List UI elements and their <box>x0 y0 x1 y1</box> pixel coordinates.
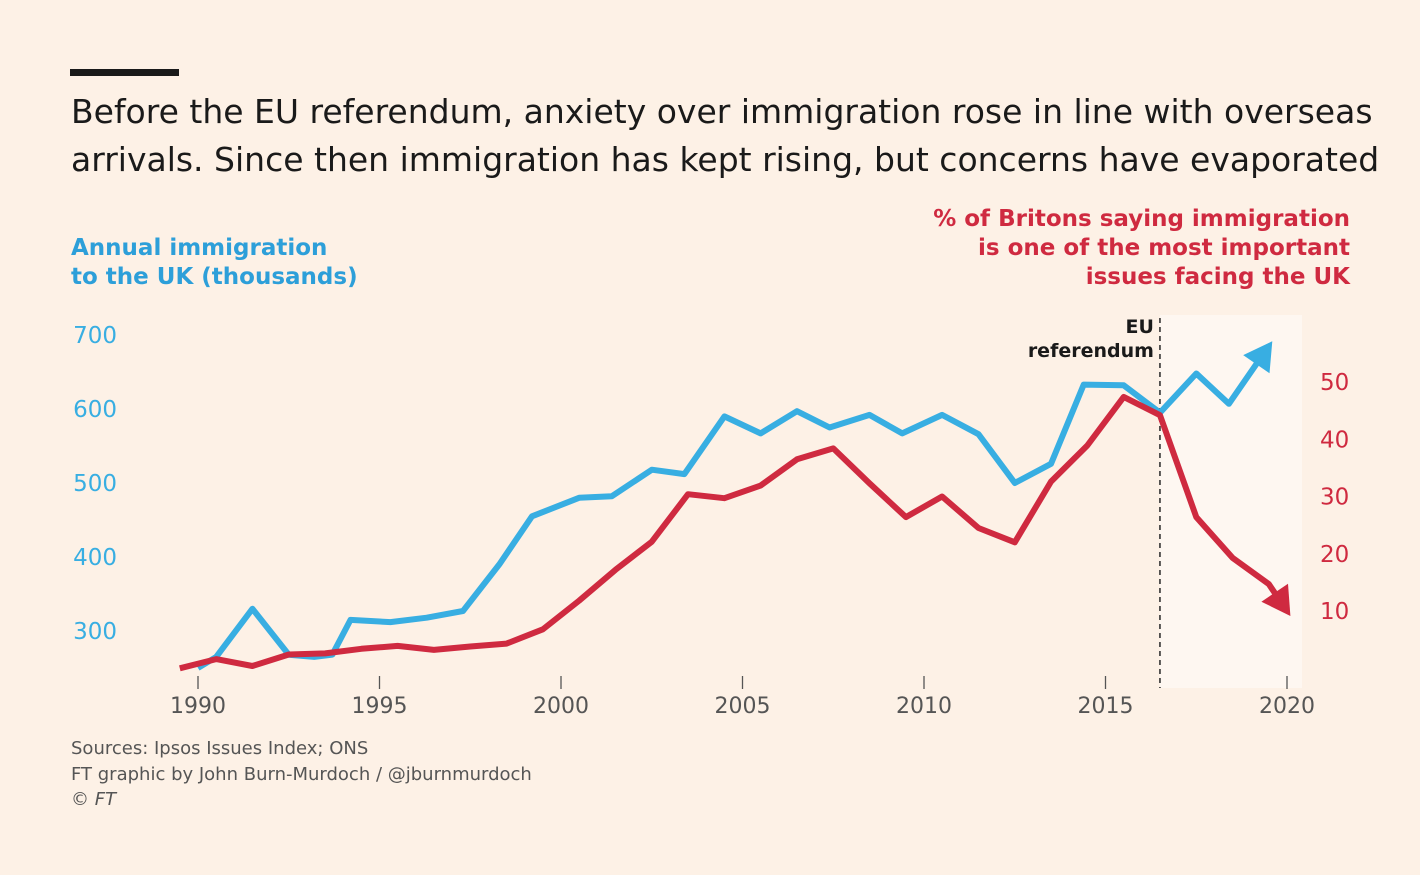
left-axis-title-line-1: Annual immigration <box>71 235 328 261</box>
right-axis-title-line-2: is one of the most important <box>978 235 1350 261</box>
header-accent-bar <box>70 69 179 76</box>
x-axis-tick-label: 2000 <box>533 694 589 719</box>
x-axis-tick-label: 2010 <box>896 694 952 719</box>
immigration-series-line <box>196 344 1272 671</box>
headline-line-2: arrivals. Since then immigration has kep… <box>71 140 1380 179</box>
sources-note: Sources: Ipsos Issues Index; ONS <box>71 738 369 759</box>
left-axis-tick-label: 400 <box>73 545 117 571</box>
left-axis-title-line-2: to the UK (thousands) <box>71 264 358 290</box>
referendum-label-line-2: referendum <box>1028 340 1154 362</box>
right-axis-tick-label: 50 <box>1320 370 1349 396</box>
x-axis-tick-label: 2020 <box>1259 694 1315 719</box>
left-axis-tick-label: 600 <box>73 397 117 423</box>
left-axis-tick-label: 300 <box>73 619 117 645</box>
left-axis-tick-label: 500 <box>73 471 117 497</box>
copyright-note: © FT <box>71 789 117 810</box>
concern-series-line <box>179 393 1290 672</box>
post-referendum-shading <box>1159 315 1302 688</box>
right-axis-title: % of Britons saying immigration is one o… <box>933 205 1350 292</box>
right-axis-title-line-3: issues facing the UK <box>1085 264 1350 290</box>
x-axis-tick-label: 2015 <box>1078 694 1134 719</box>
left-axis-tick-label: 700 <box>73 323 117 349</box>
immigration-series-arrowhead <box>1243 341 1273 374</box>
right-axis-tick-label: 20 <box>1320 542 1349 568</box>
chart-footer: Sources: Ipsos Issues Index; ONS FT grap… <box>71 736 532 813</box>
left-axis-title: Annual immigration to the UK (thousands) <box>71 234 358 292</box>
right-axis-title-line-1: % of Britons saying immigration <box>933 206 1350 232</box>
x-axis-tick-label: 1995 <box>352 694 408 719</box>
x-axis-tick-label: 1990 <box>170 694 226 719</box>
graphic-credit: FT graphic by John Burn-Murdoch / @jburn… <box>71 763 532 785</box>
referendum-label-line-1: EU <box>1126 316 1154 338</box>
right-axis-tick-label: 30 <box>1320 485 1349 511</box>
right-axis-tick-label: 10 <box>1320 599 1349 625</box>
x-axis-tick-label: 2005 <box>715 694 771 719</box>
concern-series-arrowhead <box>1261 583 1291 616</box>
right-axis-tick-label: 40 <box>1320 427 1349 453</box>
chart-headline: Before the EU referendum, anxiety over i… <box>71 88 1380 184</box>
headline-line-1: Before the EU referendum, anxiety over i… <box>71 92 1373 131</box>
